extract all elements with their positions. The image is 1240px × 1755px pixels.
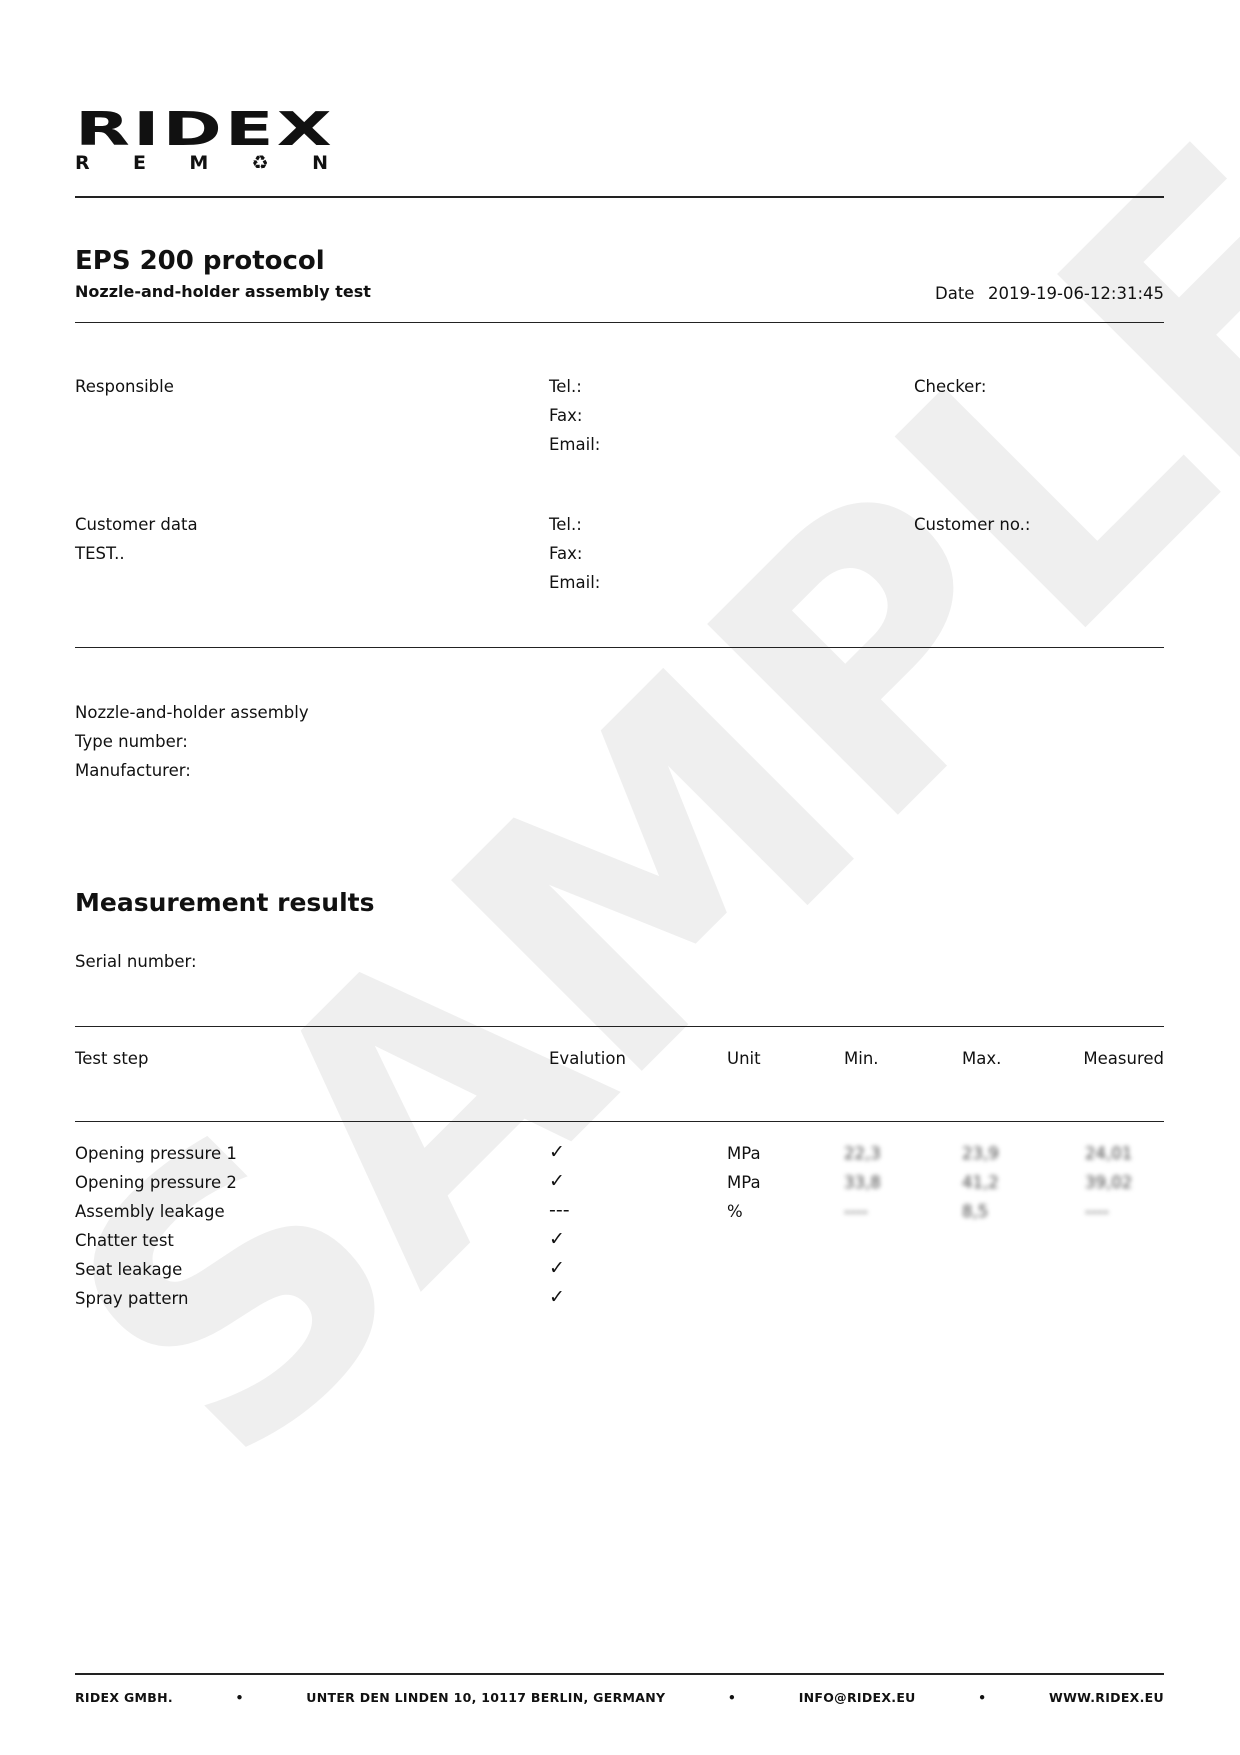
test-step: Opening pressure 2	[75, 1173, 237, 1192]
unit: MPa	[727, 1173, 761, 1192]
test-step: Opening pressure 1	[75, 1144, 237, 1163]
col-measured: Measured	[1083, 1049, 1164, 1068]
customer-fax: Fax:	[549, 544, 583, 563]
footer-company: RIDEX GMBH.	[75, 1690, 173, 1705]
divider	[75, 322, 1164, 323]
divider	[75, 647, 1164, 648]
date-label: Date	[935, 284, 975, 303]
ridex-logo: RIDEX	[75, 102, 335, 156]
date-value: 2019-19-06-12:31:45	[988, 284, 1164, 303]
min-value: ----	[844, 1202, 868, 1221]
checker-label: Checker:	[914, 377, 987, 396]
responsible-tel: Tel.:	[549, 377, 582, 396]
footer-bullet: •	[235, 1690, 244, 1705]
divider	[75, 1026, 1164, 1027]
page-title: EPS 200 protocol	[75, 246, 325, 276]
footer: RIDEX GMBH. • UNTER DEN LINDEN 10, 10117…	[75, 1690, 1164, 1705]
col-max: Max.	[962, 1049, 1002, 1068]
assembly-name: Nozzle-and-holder assembly	[75, 703, 309, 722]
manufacturer-label: Manufacturer:	[75, 761, 191, 780]
reman-logo: R E M ♻ N	[75, 152, 328, 174]
customer-email: Email:	[549, 573, 601, 592]
max-value: 8,5	[962, 1202, 989, 1221]
test-step: Chatter test	[75, 1231, 174, 1250]
logo-letter: N	[312, 152, 328, 174]
evaluation: ✓	[549, 1257, 565, 1279]
evaluation: ✓	[549, 1170, 565, 1192]
footer-divider	[75, 1673, 1164, 1675]
unit: %	[727, 1202, 743, 1221]
type-number-label: Type number:	[75, 732, 188, 751]
min-value: 33,8	[844, 1173, 881, 1192]
footer-address: UNTER DEN LINDEN 10, 10117 BERLIN, GERMA…	[306, 1690, 666, 1705]
measured-value: 24,01	[1085, 1144, 1133, 1163]
max-value: 23,9	[962, 1144, 999, 1163]
divider	[75, 196, 1164, 198]
results-title: Measurement results	[75, 888, 375, 917]
page-subtitle: Nozzle-and-holder assembly test	[75, 282, 371, 301]
logo-letter: R	[75, 152, 90, 174]
divider	[75, 1121, 1164, 1122]
responsible-label: Responsible	[75, 377, 174, 396]
customer-tel: Tel.:	[549, 515, 582, 534]
unit: MPa	[727, 1144, 761, 1163]
col-evaluation: Evalution	[549, 1049, 626, 1068]
measured-value: ----	[1085, 1202, 1109, 1221]
customer-value: TEST..	[75, 544, 125, 563]
recycle-icon: ♻	[251, 152, 269, 174]
col-unit: Unit	[727, 1049, 761, 1068]
col-test-step: Test step	[75, 1049, 149, 1068]
logo-letter: E	[133, 152, 146, 174]
footer-website: WWW.RIDEX.EU	[1049, 1690, 1164, 1705]
responsible-fax: Fax:	[549, 406, 583, 425]
min-value: 22,3	[844, 1144, 881, 1163]
evaluation: ---	[549, 1199, 570, 1221]
col-min: Min.	[844, 1049, 879, 1068]
evaluation: ✓	[549, 1141, 565, 1163]
test-step: Spray pattern	[75, 1289, 189, 1308]
customer-label: Customer data	[75, 515, 198, 534]
footer-email: INFO@RIDEX.EU	[798, 1690, 916, 1705]
footer-bullet: •	[727, 1690, 737, 1705]
test-step: Assembly leakage	[75, 1202, 225, 1221]
evaluation: ✓	[549, 1228, 565, 1250]
max-value: 41,2	[962, 1173, 999, 1192]
responsible-email: Email:	[549, 435, 601, 454]
footer-bullet: •	[978, 1690, 987, 1705]
serial-number-label: Serial number:	[75, 952, 197, 971]
measured-value: 39,02	[1085, 1173, 1133, 1192]
customer-no-label: Customer no.:	[914, 515, 1031, 534]
test-step: Seat leakage	[75, 1260, 183, 1279]
evaluation: ✓	[549, 1286, 565, 1308]
logo-letter: M	[189, 152, 209, 174]
